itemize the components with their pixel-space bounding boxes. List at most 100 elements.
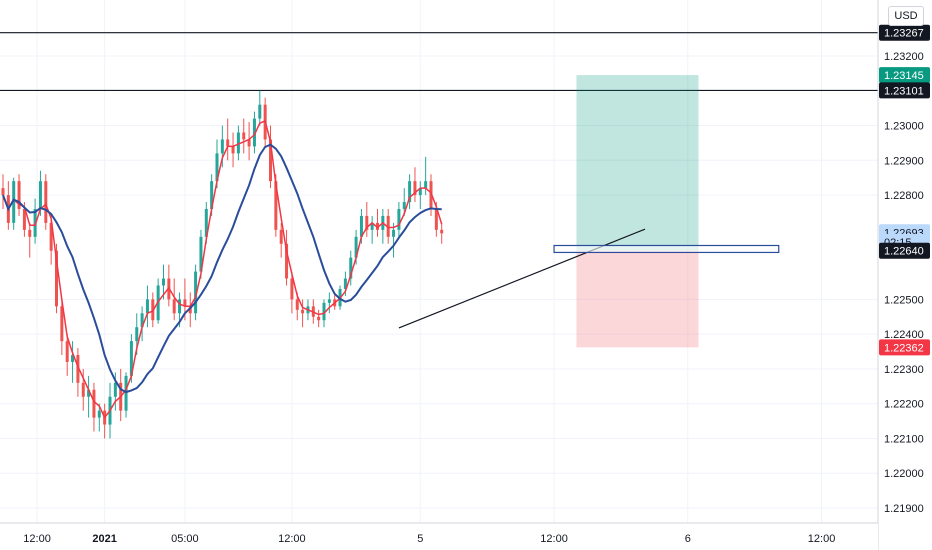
x-tick-label-5: 12:00	[540, 533, 568, 545]
currency-button[interactable]: USD	[888, 6, 924, 26]
candle-body-12	[65, 341, 69, 362]
price-tag-bg-2	[879, 82, 930, 99]
support-zone[interactable]	[553, 244, 780, 254]
candle-body-21	[113, 382, 117, 397]
candle-body-67	[359, 215, 363, 237]
y-tick-label-5: 1.22400	[884, 329, 924, 341]
candle-body-43	[231, 146, 235, 154]
y-tick-label-2: 1.22900	[884, 155, 924, 167]
candle-body-66	[354, 236, 358, 258]
price-tag-2: 1.23101	[879, 82, 930, 99]
candle-body-76	[408, 181, 412, 203]
candle-body-35	[188, 306, 192, 314]
candle-body-26	[140, 313, 144, 328]
candle-body-0	[1, 188, 5, 196]
candle-body-37	[199, 236, 203, 272]
moving-averages	[2, 119, 443, 420]
candle-body-10	[55, 250, 58, 307]
candle-body-27	[145, 299, 149, 314]
candle-body-82	[440, 229, 444, 234]
candle-body-8	[44, 181, 48, 223]
candle-body-55	[295, 299, 299, 310]
x-tick-label-6: 6	[685, 533, 691, 545]
candle-body-56	[301, 309, 305, 314]
candle-body-7	[38, 181, 42, 209]
candle-body-59	[317, 316, 321, 321]
candle-body-50	[269, 139, 272, 182]
candle-body-5	[28, 229, 32, 237]
price-tag-1: 1.23145	[879, 67, 930, 84]
candle-body-44	[236, 132, 240, 154]
candle-body-72	[386, 215, 390, 237]
candle-body-78	[418, 188, 422, 196]
candle-body-25	[135, 327, 139, 342]
candle-body-68	[365, 215, 369, 230]
candle-body-47	[252, 118, 256, 147]
drawings[interactable]	[398, 228, 780, 329]
candle-body-75	[402, 202, 406, 209]
candle-body-61	[327, 299, 331, 303]
x-tick-label-7: 12:00	[808, 533, 836, 545]
price-tag-bg-6	[879, 339, 930, 356]
candle-body-32	[172, 299, 176, 314]
candle-body-3	[17, 181, 21, 209]
price-tag-bg-5	[879, 242, 930, 259]
loss-zone	[576, 250, 699, 348]
candle-body-79	[424, 181, 428, 189]
candle-body-69	[370, 222, 374, 230]
candle-body-52	[279, 229, 283, 244]
y-tick-label-10: 1.21900	[884, 503, 924, 515]
candle-body-38	[204, 208, 208, 237]
long-position-tool[interactable]	[576, 75, 699, 348]
candle-body-33	[178, 299, 182, 314]
candle-body-34	[183, 299, 187, 307]
candle-body-23	[124, 375, 128, 411]
price-tag-bg-1	[879, 67, 930, 84]
candle-body-41	[220, 139, 224, 154]
price-tag-5: 1.22640	[879, 242, 930, 259]
price-tag-label-2: 1.23101	[884, 85, 924, 97]
price-tag-label-6: 1.22362	[884, 342, 924, 354]
y-tick-label-4: 1.22500	[884, 294, 924, 306]
candle-body-15	[81, 382, 85, 397]
candle-body-39	[210, 181, 214, 209]
price-tag-label-5: 1.22640	[884, 246, 924, 258]
candle-body-46	[247, 139, 251, 147]
candle-body-70	[376, 222, 379, 230]
candle-body-30	[162, 278, 165, 286]
moving-average-1	[2, 143, 442, 394]
candle-body-51	[274, 181, 278, 230]
candle-body-4	[22, 208, 26, 230]
candle-body-60	[322, 302, 326, 321]
candle-body-53	[285, 243, 289, 279]
candle-body-40	[215, 153, 219, 182]
x-tick-label-4: 5	[417, 533, 423, 545]
candle-body-17	[92, 389, 96, 418]
candle-body-48	[258, 104, 262, 119]
horizontal-lines[interactable]	[0, 32, 878, 92]
candles	[1, 90, 444, 439]
price-tag-6: 1.22362	[879, 339, 930, 356]
candle-body-36	[194, 271, 198, 314]
time-axis-bg	[0, 523, 878, 550]
candle-body-24	[129, 341, 133, 376]
candle-body-14	[76, 355, 80, 383]
candle-body-64	[343, 278, 347, 289]
y-tick-label-7: 1.22200	[884, 399, 924, 411]
y-tick-label-1: 1.23000	[884, 121, 924, 133]
y-tick-label-0: 1.23200	[884, 51, 924, 63]
candle-body-81	[434, 208, 438, 230]
moving-average-0	[2, 119, 443, 420]
price-tag-0: 1.23267	[879, 24, 930, 41]
profit-zone	[576, 75, 699, 251]
candle-body-54	[290, 278, 294, 300]
x-tick-label-3: 12:00	[278, 533, 306, 545]
candle-body-42	[226, 139, 230, 147]
x-tick-label-2: 05:00	[171, 533, 199, 545]
price-tag-bg-0	[879, 24, 930, 41]
y-tick-label-9: 1.22000	[884, 468, 924, 480]
y-tick-label-3: 1.22800	[884, 190, 924, 202]
candle-body-16	[87, 389, 91, 397]
